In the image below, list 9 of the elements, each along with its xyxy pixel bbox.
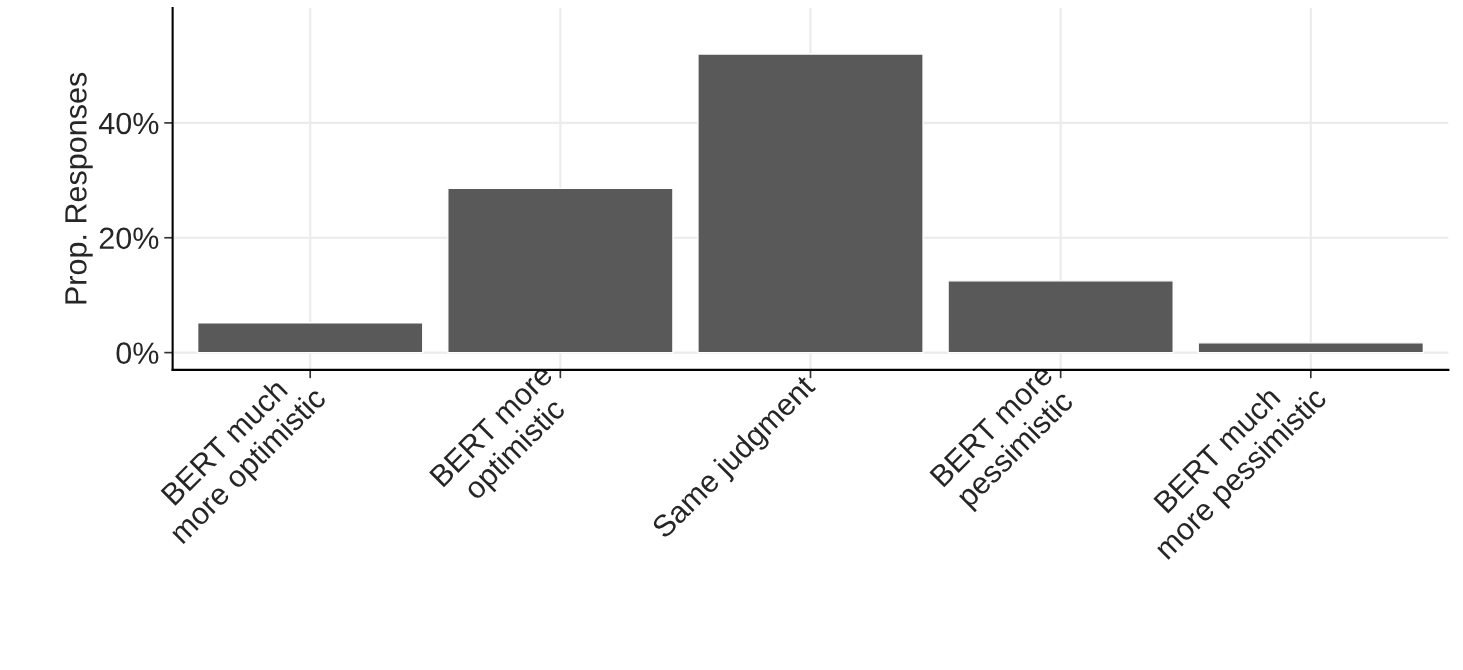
bar [196,322,424,354]
y-axis-title: Prop. Responses [65,72,93,304]
bar [697,53,924,354]
bar [947,280,1174,354]
y-tick-label: 0% [116,342,159,364]
bar [447,187,674,354]
y-tick-label: 20% [99,227,159,250]
bar [1197,342,1425,354]
y-tick-label: 40% [98,112,159,135]
